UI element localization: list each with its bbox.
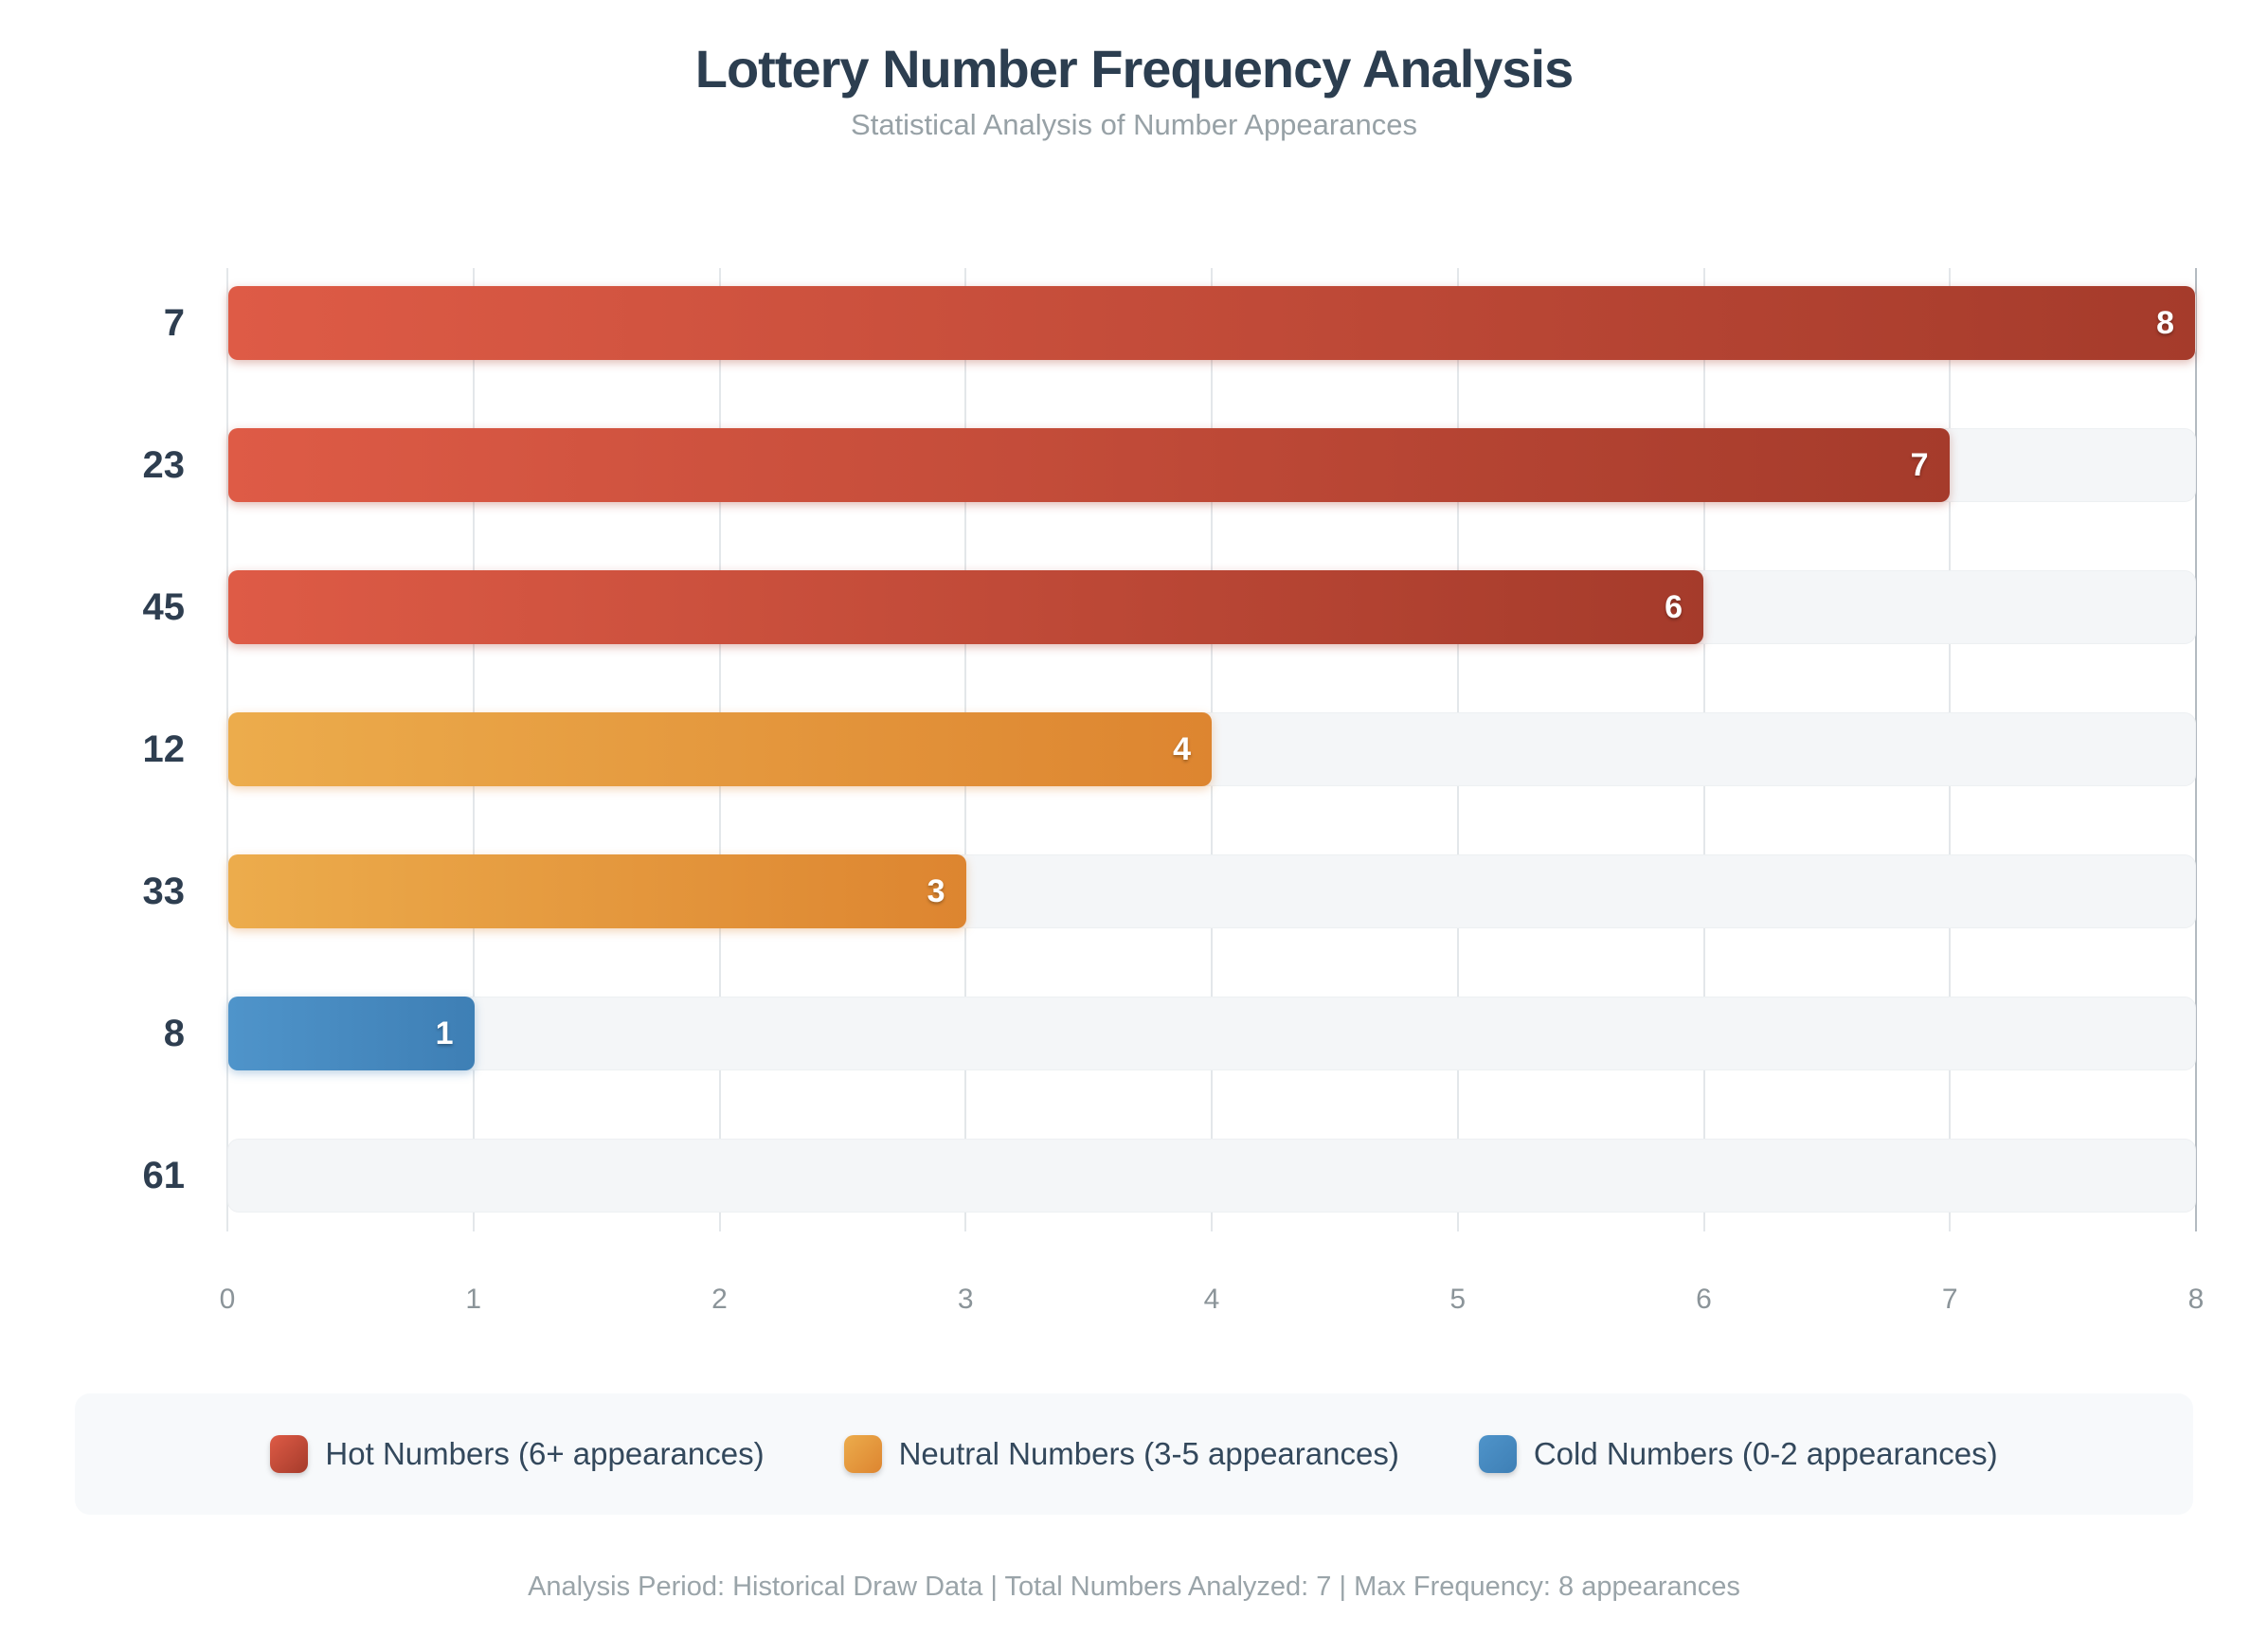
frequency-bar[interactable]: 1 <box>228 997 475 1071</box>
legend-item-hot[interactable]: Hot Numbers (6+ appearances) <box>270 1435 765 1474</box>
y-axis-label: 23 <box>142 444 186 487</box>
frequency-bar[interactable]: 7 <box>228 428 1950 503</box>
x-axis-tick-label: 8 <box>2187 1284 2205 1316</box>
y-axis-label: 61 <box>142 1155 186 1197</box>
x-axis-tick-label: 1 <box>465 1284 482 1316</box>
bar-track: 4 <box>227 712 2196 787</box>
chart-row: 12 4 <box>0 694 2268 836</box>
legend-swatch-icon <box>1478 1435 1517 1474</box>
x-axis-tick-label: 4 <box>1203 1284 1220 1316</box>
y-axis-label: 8 <box>163 1013 185 1055</box>
bar-track: 3 <box>227 854 2196 929</box>
legend-item-cold[interactable]: Cold Numbers (0-2 appearances) <box>1478 1435 1998 1474</box>
legend-item-label: Cold Numbers (0-2 appearances) <box>1533 1436 1998 1472</box>
chart-row: 61 <box>0 1121 2268 1263</box>
chart-row: 23 7 <box>0 410 2268 552</box>
legend-item-neutral[interactable]: Neutral Numbers (3-5 appearances) <box>843 1435 1399 1474</box>
x-axis-tick-label: 3 <box>957 1284 974 1316</box>
y-axis-label: 7 <box>163 302 185 345</box>
x-axis-tick-label: 6 <box>1696 1284 1712 1316</box>
bar-track: 8 <box>227 286 2196 361</box>
x-axis-tick-label: 7 <box>1941 1284 1958 1316</box>
bar-value-label: 7 <box>1910 446 1929 483</box>
chart-header: Lottery Number Frequency Analysis Statis… <box>0 0 2268 141</box>
legend-swatch-icon <box>843 1435 882 1474</box>
frequency-bar[interactable]: 6 <box>228 570 1703 645</box>
bar-value-label: 8 <box>2156 304 2174 341</box>
legend-swatch-icon <box>270 1435 309 1474</box>
chart-row: 45 6 <box>0 552 2268 694</box>
legend-item-label: Neutral Numbers (3-5 appearances) <box>898 1436 1399 1472</box>
legend-panel: Hot Numbers (6+ appearances) Neutral Numb… <box>75 1393 2193 1516</box>
y-axis-label: 12 <box>142 728 186 771</box>
y-axis-label: 45 <box>142 586 186 629</box>
chart-row: 33 3 <box>0 836 2268 979</box>
plot-area: 7 8 23 7 45 6 12 4 33 3 8 1 61 <box>0 268 2268 1263</box>
bar-track: 6 <box>227 570 2196 645</box>
legend-item-label: Hot Numbers (6+ appearances) <box>325 1436 765 1472</box>
bar-track: 1 <box>227 997 2196 1071</box>
bar-track: 7 <box>227 428 2196 503</box>
x-axis-tick-label: 2 <box>711 1284 728 1316</box>
footer-summary: Analysis Period: Historical Draw Data | … <box>528 1572 1740 1603</box>
y-axis-label: 33 <box>142 871 186 913</box>
bar-value-label: 6 <box>1665 588 1683 625</box>
frequency-bar[interactable]: 3 <box>228 854 966 929</box>
x-axis-tick-label: 5 <box>1449 1284 1467 1316</box>
x-axis: 0 1 2 3 4 5 6 7 8 <box>220 1284 2205 1325</box>
plot-rows: 7 8 23 7 45 6 12 4 33 3 8 1 61 <box>0 268 2268 1263</box>
bar-track <box>227 1139 2196 1213</box>
chart-subtitle: Statistical Analysis of Number Appearanc… <box>851 107 1417 141</box>
frequency-bar[interactable]: 4 <box>228 712 1212 787</box>
bar-value-label: 4 <box>1173 730 1191 767</box>
bar-value-label: 3 <box>927 872 945 909</box>
bar-value-label: 1 <box>435 1015 454 1051</box>
chart-title: Lottery Number Frequency Analysis <box>694 39 1575 99</box>
x-axis-tick-label: 0 <box>219 1284 236 1316</box>
frequency-bar[interactable]: 8 <box>228 286 2195 361</box>
